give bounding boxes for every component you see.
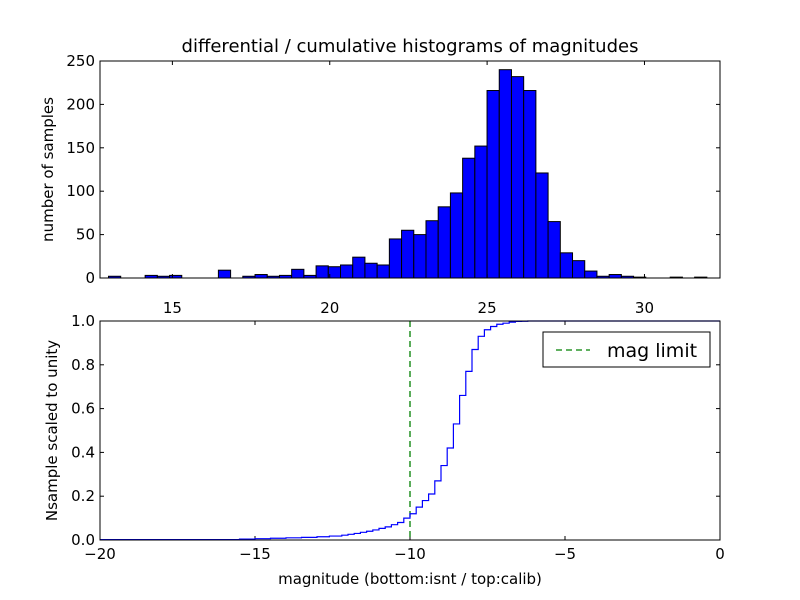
histogram-bar: [498, 69, 512, 279]
histogram-bars: [107, 69, 708, 279]
bottom-y-tick-label: 0.0: [71, 531, 95, 549]
histogram-bar: [547, 221, 561, 279]
bottom-y-tick-label: 0.2: [71, 487, 95, 505]
cumulative-step-line: [100, 320, 720, 541]
top-x-tick-label: 25: [478, 299, 497, 317]
bottom-y-tick-label: 0.8: [71, 356, 95, 374]
histogram-bar: [437, 206, 451, 279]
top-x-tick-label: 15: [163, 299, 182, 317]
bottom-axes-frame: [99, 320, 721, 541]
top-axis-ticks: 15 20 25 30 0 50 100 150 200 250: [66, 52, 720, 317]
histogram-bar: [510, 76, 525, 279]
histogram-bar: [217, 269, 232, 279]
top-y-tick-label: 0: [85, 269, 95, 287]
top-x-tick-label: 30: [635, 299, 654, 317]
histogram-bar: [608, 274, 622, 279]
top-axes-frame: [99, 60, 721, 279]
histogram-bar: [584, 270, 598, 279]
histogram-bar: [523, 90, 537, 279]
histogram-bar: [572, 260, 586, 279]
histogram-bar: [388, 238, 403, 279]
histogram-bar: [462, 157, 476, 279]
top-y-tick-label: 50: [76, 226, 95, 244]
bottom-x-tick-label: −10: [394, 545, 426, 563]
histogram-bar: [401, 229, 415, 279]
bottom-x-tick-label: −15: [239, 545, 271, 563]
histogram-bar: [254, 274, 268, 279]
histogram-bar: [364, 262, 378, 279]
legend: mag limit: [542, 331, 711, 368]
histogram-bar: [315, 265, 329, 279]
bottom-y-tick-label: 0.6: [71, 400, 95, 418]
bottom-y-tick-label: 1.0: [71, 312, 95, 330]
histogram-bar: [425, 220, 439, 279]
histogram-bar: [559, 252, 574, 279]
histogram-bar: [340, 264, 354, 279]
top-y-tick-label: 200: [66, 95, 95, 113]
bottom-axis-ticks: −20 −15 −10 −5 0 0.0 0.2 0.4 0.6 0.8 1.0: [71, 312, 725, 563]
top-y-tick-label: 150: [66, 139, 95, 157]
bottom-x-tick-label: 0: [715, 545, 725, 563]
histogram-bar: [291, 268, 305, 279]
chart-title: differential / cumulative histograms of …: [182, 36, 639, 57]
bottom-x-axis-label: magnitude (bottom:isnt / top:calib): [278, 570, 542, 588]
top-y-axis-label: number of samples: [39, 97, 57, 242]
histogram-bar: [474, 145, 488, 279]
top-x-tick-label: 20: [320, 299, 339, 317]
legend-label-mag-limit: mag limit: [607, 340, 697, 362]
bottom-y-axis-label: Nsample scaled to unity: [43, 340, 61, 521]
histogram-bar: [413, 234, 427, 279]
histogram-bar: [535, 172, 549, 279]
top-y-tick-label: 100: [66, 182, 95, 200]
histogram-bar: [486, 90, 500, 279]
histogram-bar: [352, 256, 366, 279]
bottom-x-tick-label: −20: [84, 545, 116, 563]
bottom-x-tick-label: −5: [554, 545, 576, 563]
top-y-tick-label: 250: [66, 52, 95, 70]
bottom-y-tick-label: 0.4: [71, 443, 95, 461]
histogram-bar: [376, 264, 390, 279]
histogram-bar: [449, 192, 464, 279]
